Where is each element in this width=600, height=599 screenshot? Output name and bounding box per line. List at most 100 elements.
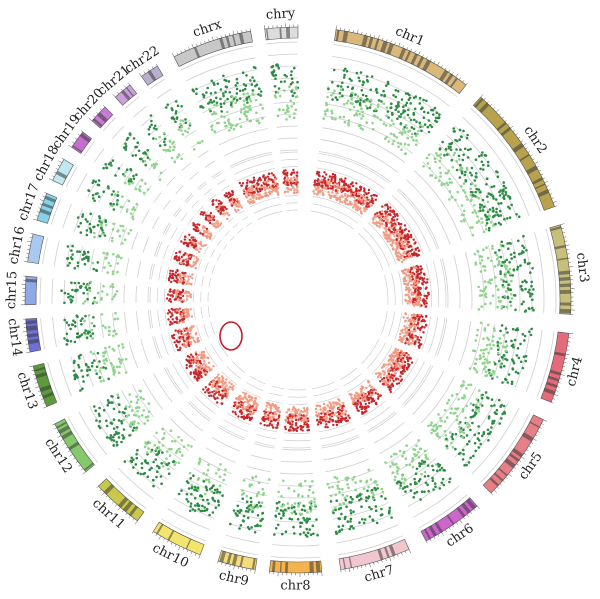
outer-data-point bbox=[438, 487, 442, 490]
inner-data-point bbox=[382, 364, 385, 368]
outer-data-point bbox=[496, 213, 500, 217]
outer-data-point bbox=[72, 319, 75, 323]
outer-grid-ring bbox=[109, 475, 147, 510]
outer-data-point bbox=[195, 87, 198, 91]
outer-data-point bbox=[87, 314, 91, 317]
inner-data-point bbox=[370, 194, 373, 197]
outer-data-point bbox=[492, 335, 495, 338]
outer-grid-ring bbox=[78, 411, 108, 456]
outer-data-point bbox=[330, 116, 334, 119]
inner-data-point bbox=[339, 420, 343, 424]
outer-data-point bbox=[502, 184, 506, 188]
outer-grid-ring bbox=[165, 143, 177, 154]
outer-data-point bbox=[418, 447, 422, 451]
inner-data-point bbox=[212, 365, 215, 368]
outer-data-point bbox=[124, 142, 127, 146]
outer-grid-ring bbox=[157, 134, 169, 145]
inner-grid-ring bbox=[425, 263, 432, 308]
inner-data-point bbox=[353, 402, 357, 406]
inner-data-point bbox=[366, 203, 369, 206]
outer-data-point bbox=[359, 480, 362, 483]
outer-data-point bbox=[85, 256, 88, 260]
inner-grid-ring bbox=[196, 325, 203, 341]
inner-data-point bbox=[190, 364, 193, 367]
outer-data-point bbox=[344, 477, 348, 480]
outer-data-point bbox=[205, 473, 208, 477]
outer-data-point bbox=[482, 431, 486, 434]
inner-data-point bbox=[382, 376, 386, 380]
outer-data-point bbox=[302, 516, 305, 520]
outer-grid-ring bbox=[77, 246, 83, 270]
inner-data-point bbox=[370, 391, 374, 394]
outer-data-point bbox=[158, 135, 161, 139]
inner-data-point bbox=[245, 416, 249, 420]
inner-data-point bbox=[355, 182, 358, 185]
outer-data-point bbox=[460, 185, 463, 188]
outer-data-point bbox=[468, 424, 471, 428]
outer-data-point bbox=[88, 222, 92, 226]
inner-grid-ring bbox=[187, 217, 194, 226]
outer-data-point bbox=[242, 103, 246, 106]
inner-data-point bbox=[331, 411, 334, 414]
inner-data-point bbox=[236, 407, 239, 410]
outer-data-point bbox=[499, 278, 503, 281]
inner-grid-ring bbox=[165, 267, 169, 282]
outer-data-point bbox=[102, 251, 105, 255]
inner-data-point bbox=[295, 411, 299, 415]
outer-data-point bbox=[119, 256, 123, 260]
inner-grid-ring bbox=[237, 210, 245, 215]
inner-data-point bbox=[387, 213, 390, 216]
outer-data-point bbox=[157, 446, 161, 450]
inner-data-point bbox=[388, 362, 391, 365]
outer-data-point bbox=[107, 261, 111, 265]
outer-data-point bbox=[485, 246, 488, 249]
inner-data-point bbox=[321, 410, 324, 413]
outer-data-point bbox=[476, 196, 479, 199]
outer-data-point bbox=[401, 474, 404, 477]
outer-data-point bbox=[408, 463, 412, 467]
outer-data-point bbox=[486, 336, 489, 340]
outer-data-point bbox=[104, 366, 108, 370]
outer-data-point bbox=[158, 144, 162, 147]
outer-data-point bbox=[305, 527, 309, 531]
outer-data-point bbox=[482, 352, 485, 355]
outer-data-point bbox=[455, 393, 459, 396]
outer-data-point bbox=[426, 464, 430, 467]
inner-grid-ring bbox=[391, 195, 431, 252]
outer-data-point bbox=[457, 154, 461, 158]
inner-data-point bbox=[400, 363, 404, 366]
inner-data-point bbox=[412, 297, 416, 300]
outer-data-point bbox=[130, 456, 133, 460]
inner-data-point bbox=[232, 385, 235, 388]
inner-grid-ring bbox=[208, 194, 217, 202]
outer-grid-ring bbox=[334, 513, 394, 532]
inner-data-point bbox=[416, 274, 419, 278]
outer-data-point bbox=[388, 509, 391, 512]
outer-grid-ring bbox=[462, 116, 530, 216]
outer-data-point bbox=[354, 100, 358, 103]
outer-data-point bbox=[234, 95, 238, 99]
inner-data-point bbox=[401, 328, 404, 331]
outer-data-point bbox=[118, 410, 121, 414]
outer-data-point bbox=[83, 319, 86, 323]
outer-data-point bbox=[499, 299, 502, 303]
outer-data-point bbox=[338, 115, 342, 119]
outer-data-point bbox=[76, 250, 79, 253]
inner-data-point bbox=[418, 339, 421, 342]
inner-data-point bbox=[361, 194, 365, 198]
outer-data-point bbox=[210, 124, 214, 127]
inner-data-point bbox=[295, 429, 299, 433]
outer-data-point bbox=[224, 90, 227, 94]
inner-data-point bbox=[317, 414, 321, 417]
outer-data-point bbox=[497, 296, 500, 299]
outer-data-point bbox=[94, 192, 98, 196]
inner-data-point bbox=[302, 407, 306, 410]
outer-data-point bbox=[76, 264, 80, 268]
inner-data-point bbox=[340, 178, 343, 181]
inner-data-point bbox=[322, 179, 325, 182]
inner-data-point bbox=[305, 419, 308, 422]
outer-data-point bbox=[456, 415, 459, 418]
outer-grid-ring bbox=[254, 443, 275, 449]
outer-grid-ring bbox=[170, 418, 196, 442]
outer-data-point bbox=[508, 197, 512, 200]
